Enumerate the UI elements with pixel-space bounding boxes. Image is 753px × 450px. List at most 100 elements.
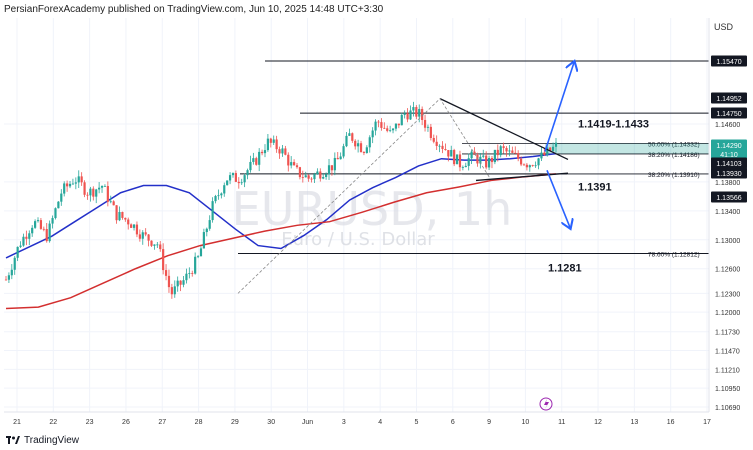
candle-body: [255, 158, 258, 165]
candle-body: [74, 182, 77, 184]
candle-body: [394, 123, 398, 129]
footer[interactable]: TradingView: [6, 435, 79, 446]
candle-body: [243, 175, 246, 183]
candle-body: [258, 151, 261, 165]
price-tag-label: 1.14290: [716, 143, 741, 150]
candle-body: [310, 178, 313, 180]
candle-body: [48, 223, 51, 242]
candle-body: [22, 236, 25, 246]
price-tag-label: 1.13566: [716, 195, 741, 202]
candle-body: [77, 176, 80, 183]
candle-body: [173, 286, 176, 295]
candle-body: [150, 240, 153, 246]
support-annotation: 1.1391: [578, 182, 612, 194]
candle-body: [336, 157, 339, 160]
arrow-down: [546, 170, 570, 227]
candle-body: [188, 273, 191, 274]
candle-body: [68, 183, 72, 187]
candle-body: [269, 138, 272, 143]
lightning-icon-ring: [539, 397, 553, 411]
x-tick-label: 5: [415, 419, 419, 426]
candles-layer: [4, 101, 558, 299]
y-tick-label: 1.12600: [715, 267, 740, 274]
candle-body: [95, 189, 98, 197]
x-tick-label: 3: [342, 419, 346, 426]
x-tick-label: 13: [630, 419, 638, 426]
candle-body: [345, 135, 348, 147]
candle-body: [275, 139, 278, 150]
y-tick-label: 1.13400: [715, 209, 740, 216]
candle-body: [112, 201, 115, 206]
fib-label: 50.00% (1.14332): [648, 141, 700, 148]
candle-body: [28, 233, 31, 239]
candle-body: [191, 273, 194, 274]
candle-body: [549, 147, 552, 151]
candle-body: [196, 256, 200, 258]
candle-body: [374, 121, 377, 131]
candle-body: [415, 107, 418, 117]
candle-body: [418, 108, 421, 117]
y-axis[interactable]: 1.10690 1.10950 1.11210 1.11470 1.11730 1.120…: [708, 18, 747, 412]
y-tick-label: 1.10690: [715, 405, 740, 412]
candle-body: [179, 280, 182, 285]
candle-body: [464, 165, 467, 168]
x-axis[interactable]: 21 22 23 26 27 28 29 30 Jun 3 4 5 6 9 10 11 12 13 16 17: [4, 411, 711, 426]
candle-body: [409, 110, 412, 120]
candle-body: [371, 130, 374, 138]
y-tick-label: 1.12300: [715, 291, 740, 298]
candle-body: [389, 130, 392, 132]
candle-body: [525, 164, 528, 168]
price-tag: [711, 157, 747, 169]
price-tag: [711, 139, 747, 151]
candle-body: [51, 218, 54, 224]
candle-body: [106, 186, 109, 202]
candle-body: [199, 248, 203, 257]
candle-body: [115, 205, 118, 221]
indicators-layer: [5, 152, 557, 310]
candle-body: [287, 154, 290, 166]
candle-body: [278, 149, 281, 154]
candle-body: [357, 143, 360, 147]
candle-body: [397, 123, 400, 126]
candle-body: [202, 232, 205, 249]
y-tick-label: 1.11730: [715, 330, 740, 337]
grid-layer: [4, 18, 709, 412]
tradingview-brand: TradingView: [24, 435, 80, 446]
x-tick-label: 17: [703, 419, 711, 426]
candle-body: [71, 183, 75, 185]
candle-body: [86, 194, 89, 196]
candle-body: [63, 183, 66, 194]
candle-body: [522, 164, 526, 166]
candle-body: [194, 256, 197, 274]
candle-body: [458, 154, 462, 168]
candle-body: [406, 113, 409, 120]
x-tick-label: 4: [378, 419, 382, 426]
candle-body: [505, 148, 508, 152]
candle-body: [249, 161, 252, 171]
candle-body: [339, 156, 342, 160]
candle-body: [231, 173, 235, 176]
candle-body: [359, 143, 363, 153]
candle-body: [19, 245, 22, 247]
candle-body: [298, 167, 302, 178]
candle-body: [301, 177, 304, 178]
candle-body: [450, 150, 453, 157]
candle-body: [316, 171, 319, 175]
candle-body: [109, 201, 112, 203]
x-tick-label: 26: [122, 419, 130, 426]
x-tick-label: 30: [267, 419, 275, 426]
publication-header: PersianForexAcademy published on Trading…: [4, 4, 384, 15]
candle-body: [127, 219, 130, 225]
candle-body: [83, 182, 86, 195]
candle-body: [164, 270, 168, 276]
fib-label: 38.20% (1.14186): [648, 152, 700, 159]
candle-body: [292, 162, 296, 166]
candle-body: [342, 146, 345, 157]
trendline-ascending: [475, 172, 569, 182]
price-tag: [711, 55, 747, 67]
candle-body: [208, 220, 211, 229]
candle-body: [39, 220, 43, 229]
candle-body: [54, 208, 57, 219]
candle-body: [362, 152, 366, 154]
